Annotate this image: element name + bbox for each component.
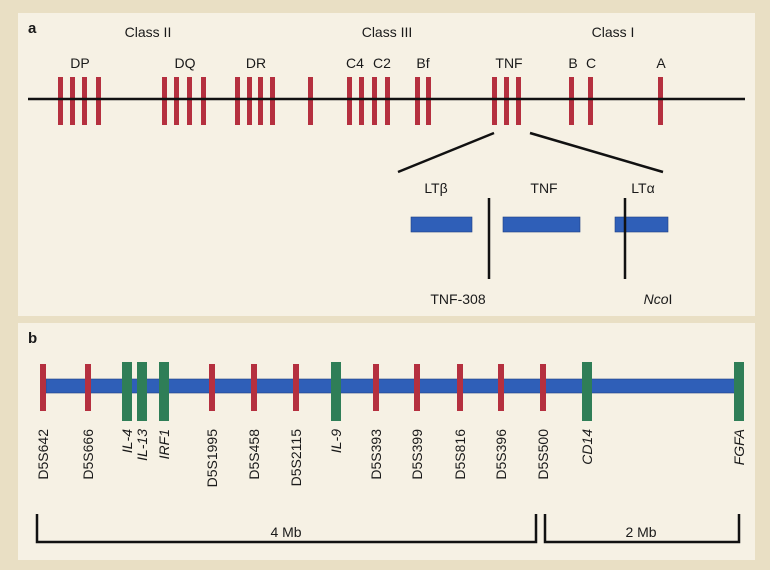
gene-bar: [258, 77, 263, 125]
class-i-label: Class I: [592, 24, 635, 40]
loci-group: D5S642 D5S666 IL-4 IL-13 IRF1 D5S1995 D5S458 D5…: [35, 362, 747, 487]
gene-bar: [385, 77, 390, 125]
gene-label-dq: DQ: [175, 55, 196, 71]
scale-label-2mb: 2 Mb: [625, 524, 656, 540]
locus-bar-d5s1995: [209, 364, 215, 411]
locus-label-d5s666: D5S666: [80, 429, 96, 480]
locus-label-d5s2115: D5S2115: [288, 429, 304, 487]
gene-label-c4: C4: [346, 55, 364, 71]
marker-label-ncoi: NcoI: [644, 291, 673, 307]
panel-b-letter: b: [28, 330, 37, 347]
class-ii-label: Class II: [125, 24, 172, 40]
gene-bar: [588, 77, 593, 125]
locus-bar-irf1: [159, 362, 169, 421]
gene-bar: [308, 77, 313, 125]
gene-bar: [359, 77, 364, 125]
gene-bar: [415, 77, 420, 125]
gene-bar: [174, 77, 179, 125]
gene-bar: [658, 77, 663, 125]
marker-label-tnf308: TNF-308: [430, 291, 485, 307]
gene-bar: [201, 77, 206, 125]
gene-label-b: B: [568, 55, 577, 71]
gene-label-c2: C2: [373, 55, 391, 71]
scale-bar: [35, 514, 741, 544]
expanded-gene-tnf-label: TNF: [530, 180, 557, 196]
gene-label-c: C: [586, 55, 596, 71]
scale-bracket-4mb: [35, 514, 538, 544]
gene-bar: [270, 77, 275, 125]
expanded-gene-ltb-label: LTβ: [424, 180, 447, 196]
gene-label-tnf: TNF: [495, 55, 522, 71]
gene-bar: [82, 77, 87, 125]
gene-bar: [187, 77, 192, 125]
class-iii-label: Class III: [362, 24, 413, 40]
gene-label-bf: Bf: [416, 55, 429, 71]
locus-label-d5s458: D5S458: [246, 429, 262, 480]
locus-bar-fgfa: [734, 362, 744, 421]
chromosome-5q-bar: [45, 378, 739, 394]
panel-b-diagram: b D5S642 D5S666 IL-4 IL-13 IRF1 D5S1995 D5S458…: [28, 330, 747, 544]
locus-bar-d5s396: [498, 364, 504, 411]
gene-bar: [372, 77, 377, 125]
panel-a: a Class II Class III Class I DP DQ DR C4…: [18, 13, 755, 316]
scale-label-4mb: 4 Mb: [270, 524, 301, 540]
locus-label-d5s500: D5S500: [535, 429, 551, 480]
locus-label-fgfa: FGFA: [731, 429, 747, 465]
panel-a-diagram: a Class II Class III Class I DP DQ DR C4…: [28, 20, 745, 307]
locus-label-cd14: CD14: [579, 429, 595, 465]
gene-segment-lta: [614, 216, 669, 233]
locus-label-d5s396: D5S396: [493, 429, 509, 480]
locus-label-irf1: IRF1: [156, 429, 172, 459]
locus-label-d5s642: D5S642: [35, 429, 51, 480]
gene-bar: [516, 77, 521, 125]
gene-bars: [58, 77, 663, 125]
gene-label-dp: DP: [70, 55, 89, 71]
locus-bar-il-4: [122, 362, 132, 421]
locus-label-il-4: IL-4: [119, 429, 135, 453]
locus-bar-cd14: [582, 362, 592, 421]
locus-bar-d5s816: [457, 364, 463, 411]
locus-label-d5s816: D5S816: [452, 429, 468, 480]
gene-bar: [569, 77, 574, 125]
gene-bar: [235, 77, 240, 125]
panel-a-letter: a: [28, 20, 37, 37]
gene-segment-tnf: [502, 216, 581, 233]
locus-label-d5s393: D5S393: [368, 429, 384, 480]
expanded-gene-lta-label: LTα: [631, 180, 654, 196]
locus-label-il-9: IL-9: [328, 429, 344, 453]
zoom-line-right: [529, 131, 664, 174]
gene-bar: [162, 77, 167, 125]
gene-bar: [347, 77, 352, 125]
gene-bar: [58, 77, 63, 125]
locus-bar-d5s399: [414, 364, 420, 411]
gene-bar: [70, 77, 75, 125]
locus-bar-il-13: [137, 362, 147, 421]
locus-bar-d5s500: [540, 364, 546, 411]
scale-bracket-2mb: [543, 514, 741, 544]
locus-bar-d5s458: [251, 364, 257, 411]
locus-label-d5s399: D5S399: [409, 429, 425, 480]
locus-label-d5s1995: D5S1995: [204, 429, 220, 488]
gene-bar: [247, 77, 252, 125]
locus-bar-il-9: [331, 362, 341, 421]
locus-bar-d5s642: [40, 364, 46, 411]
zoom-line-left: [397, 131, 495, 174]
gene-label-a: A: [656, 55, 666, 71]
gene-bar: [96, 77, 101, 125]
gene-bar: [426, 77, 431, 125]
locus-label-il-13: IL-13: [134, 429, 150, 461]
gene-segment-ltb: [410, 216, 473, 233]
gene-bar: [504, 77, 509, 125]
panel-b: b D5S642 D5S666 IL-4 IL-13 IRF1 D5S1995 D5S458…: [18, 323, 755, 560]
locus-bar-d5s2115: [293, 364, 299, 411]
locus-bar-d5s666: [85, 364, 91, 411]
gene-bar: [492, 77, 497, 125]
locus-bar-d5s393: [373, 364, 379, 411]
gene-label-dr: DR: [246, 55, 266, 71]
